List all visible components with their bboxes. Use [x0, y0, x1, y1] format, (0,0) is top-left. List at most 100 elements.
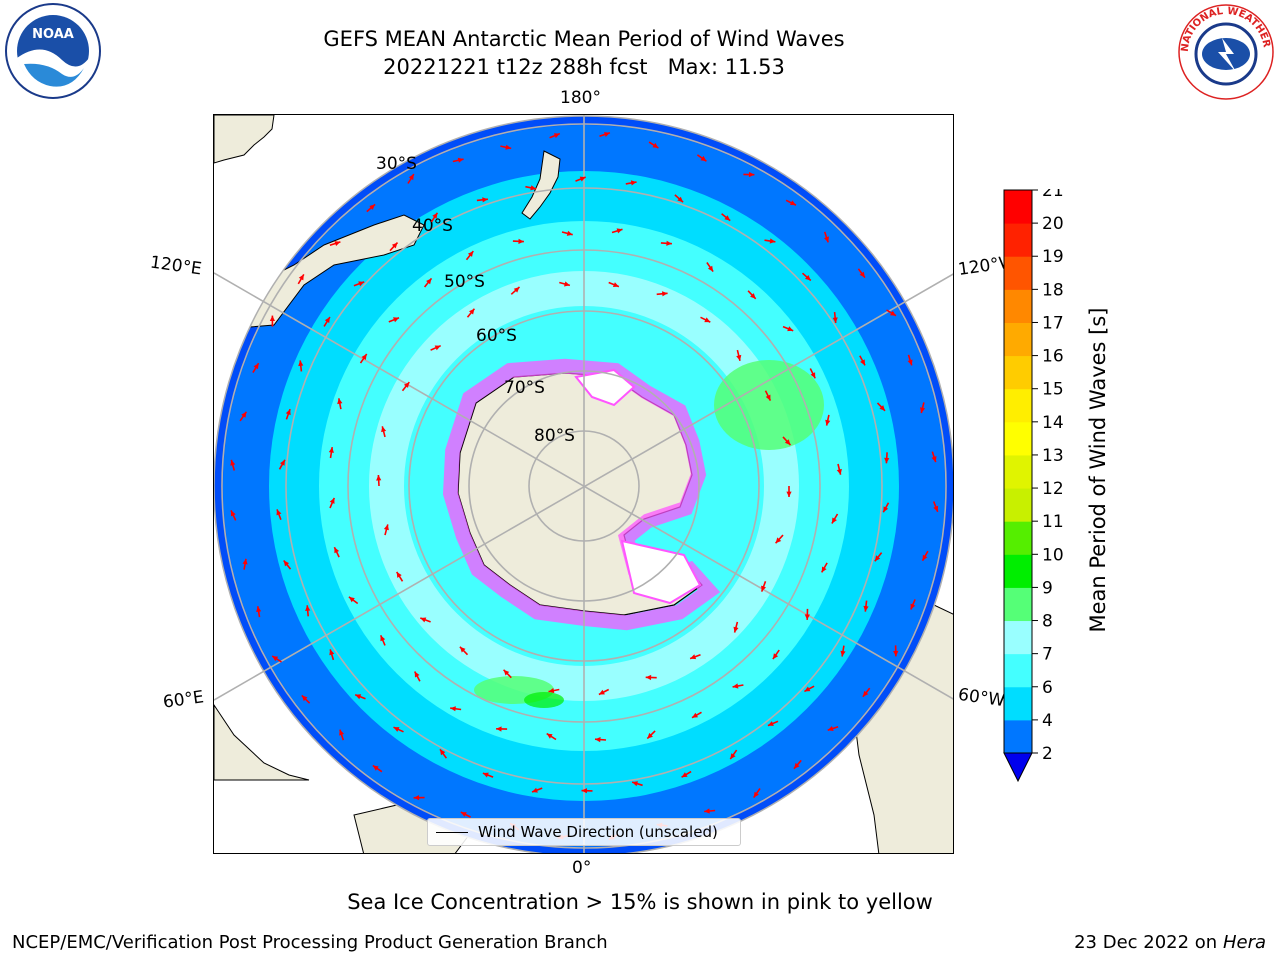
wind-wave-arrow-head: [361, 354, 367, 360]
legend-line-sample: [436, 832, 468, 833]
chart-title: GEFS MEAN Antarctic Mean Period of Wind …: [323, 27, 845, 51]
wind-wave-arrow-head: [787, 326, 794, 332]
australia-land: [214, 115, 275, 164]
legend-label: Wind Wave Direction (unscaled): [478, 823, 718, 841]
wind-wave-arrow-head: [879, 405, 885, 411]
wind-wave-arrow-head: [324, 317, 330, 323]
colorbar-segment: [1004, 686, 1032, 721]
wind-wave-arrow-head: [598, 689, 605, 695]
colorbar-segment: [1004, 488, 1032, 522]
colorbar-segment: [1004, 256, 1032, 290]
wind-wave-arrow-head: [513, 287, 520, 293]
wind-wave-arrow-head: [769, 238, 776, 244]
wind-wave-arrow-head: [450, 706, 456, 712]
wind-wave-arrow-head: [280, 459, 285, 466]
wind-wave-arrow-head: [827, 726, 834, 731]
green-patch-pacific: [714, 360, 824, 450]
wind-wave-arrow-head: [874, 555, 881, 562]
wind-wave-arrow-head: [790, 200, 796, 206]
wind-wave-arrow-head: [772, 653, 779, 660]
colorbar-tick-label: 16: [1042, 347, 1064, 367]
colorbar-svg: 2 4 6 7 8 9 10 11 12 13 14 15 16 17 18 19 20 21: [1003, 181, 1064, 783]
colorbar-segment: [1004, 653, 1032, 688]
wind-wave-arrow-head: [910, 603, 916, 610]
polar-map: 30°S 40°S 50°S 60°S 70°S 80°S: [214, 115, 953, 853]
wind-wave-arrow-head: [369, 204, 376, 210]
wind-wave-arrow-head: [391, 242, 398, 249]
wind-wave-arrow-head: [645, 674, 652, 681]
wind-wave-arrow-head: [457, 157, 464, 163]
colorbar-segment: [1004, 521, 1032, 555]
wind-wave-arrow-head: [358, 281, 365, 287]
colorbar-segment: [1004, 355, 1032, 390]
colorbar-segment: [1004, 554, 1032, 588]
wind-wave-arrow-head: [805, 275, 811, 281]
colorbar-tick-label: 14: [1042, 413, 1064, 433]
wind-wave-arrow-head: [821, 566, 827, 573]
wind-wave-arrow-head: [393, 727, 400, 732]
meridian-60e-120w: [214, 273, 953, 701]
colorbar-tick-label: 6: [1042, 678, 1053, 698]
wind-wave-arrow-head: [241, 411, 247, 418]
wind-wave-arrow-head: [632, 781, 638, 787]
wind-wave-arrow-head: [825, 419, 831, 426]
wind-wave-arrow-head: [810, 372, 816, 379]
wind-wave-arrow-head: [432, 212, 438, 219]
wind-wave-arrow-head: [403, 382, 410, 388]
noaa-logo: NOAA: [2, 2, 104, 104]
wind-wave-arrow-head: [884, 457, 890, 464]
wind-wave-arrow-head: [784, 439, 791, 446]
colorbar-tick-label: 21: [1042, 189, 1064, 201]
lat-label-70: 70°S: [504, 378, 545, 398]
colorbar-tick-label: 2: [1042, 744, 1053, 764]
wind-wave-arrow-head: [256, 606, 262, 612]
wind-wave-arrow-head: [704, 808, 710, 814]
wind-wave-arrow-head: [426, 278, 432, 285]
wind-wave-arrow-head: [242, 558, 248, 565]
wind-wave-arrow-head: [337, 398, 343, 405]
wind-wave-arrow-head: [616, 228, 623, 234]
lat-label-50: 50°S: [444, 272, 485, 292]
lat-label-40: 40°S: [412, 216, 453, 236]
wind-wave-arrow-head: [931, 456, 937, 463]
wind-wave-arrow-head: [862, 690, 869, 697]
wind-wave-arrow-head: [355, 694, 362, 700]
wind-wave-arrow-head: [786, 491, 792, 497]
footer-date-text: 23 Dec 2022 on: [1074, 932, 1218, 953]
wind-wave-arrow-head: [804, 614, 810, 620]
wind-wave-arrow-head: [765, 394, 771, 401]
wind-wave-arrow-head: [230, 459, 236, 466]
colorbar-tick-label: 7: [1042, 645, 1053, 665]
wind-wave-arrow-head: [253, 363, 259, 370]
ice-shelf-ross: [574, 368, 636, 407]
wind-wave-arrow-head: [505, 144, 512, 150]
wind-wave-arrow-head: [860, 359, 865, 366]
wind-wave-arrow-head: [750, 293, 756, 299]
lon-label-60w: 60°W: [956, 684, 1007, 712]
wind-wave-arrow-head: [677, 196, 684, 203]
colorbar-tick-label: 19: [1042, 247, 1064, 267]
colorbar-segment: [1004, 587, 1032, 622]
wind-wave-arrow-head: [579, 176, 586, 182]
wind-wave-arrow-head: [824, 236, 829, 243]
wind-wave-arrow-head: [732, 683, 739, 689]
wind-wave-arrow-head: [334, 547, 340, 554]
wind-wave-arrow-head: [666, 240, 672, 246]
lon-label-180: 180°: [560, 88, 601, 108]
wind-wave-arrow-head: [496, 726, 502, 732]
colorbar-tick-label: 12: [1042, 479, 1064, 499]
wind-wave-arrow-head: [301, 695, 308, 702]
map-panel: 30°S 40°S 50°S 60°S 70°S 80°S: [213, 114, 954, 854]
wind-wave-arrow-head: [329, 497, 335, 504]
colorbar-tick-label: 17: [1042, 313, 1064, 333]
colorbar-segment: [1004, 719, 1032, 754]
wind-wave-arrow-head: [482, 197, 488, 203]
wind-wave-arrow-head: [467, 251, 474, 257]
wind-wave-arrow-head: [690, 654, 697, 660]
wind-wave-arrow-head: [647, 732, 653, 739]
wind-wave-arrow-head: [604, 132, 610, 137]
wind-wave-arrow-head: [753, 791, 759, 798]
wind-wave-arrow-head: [922, 554, 928, 561]
wind-wave-arrow-head: [724, 215, 731, 221]
map-legend: Wind Wave Direction (unscaled): [427, 818, 741, 846]
